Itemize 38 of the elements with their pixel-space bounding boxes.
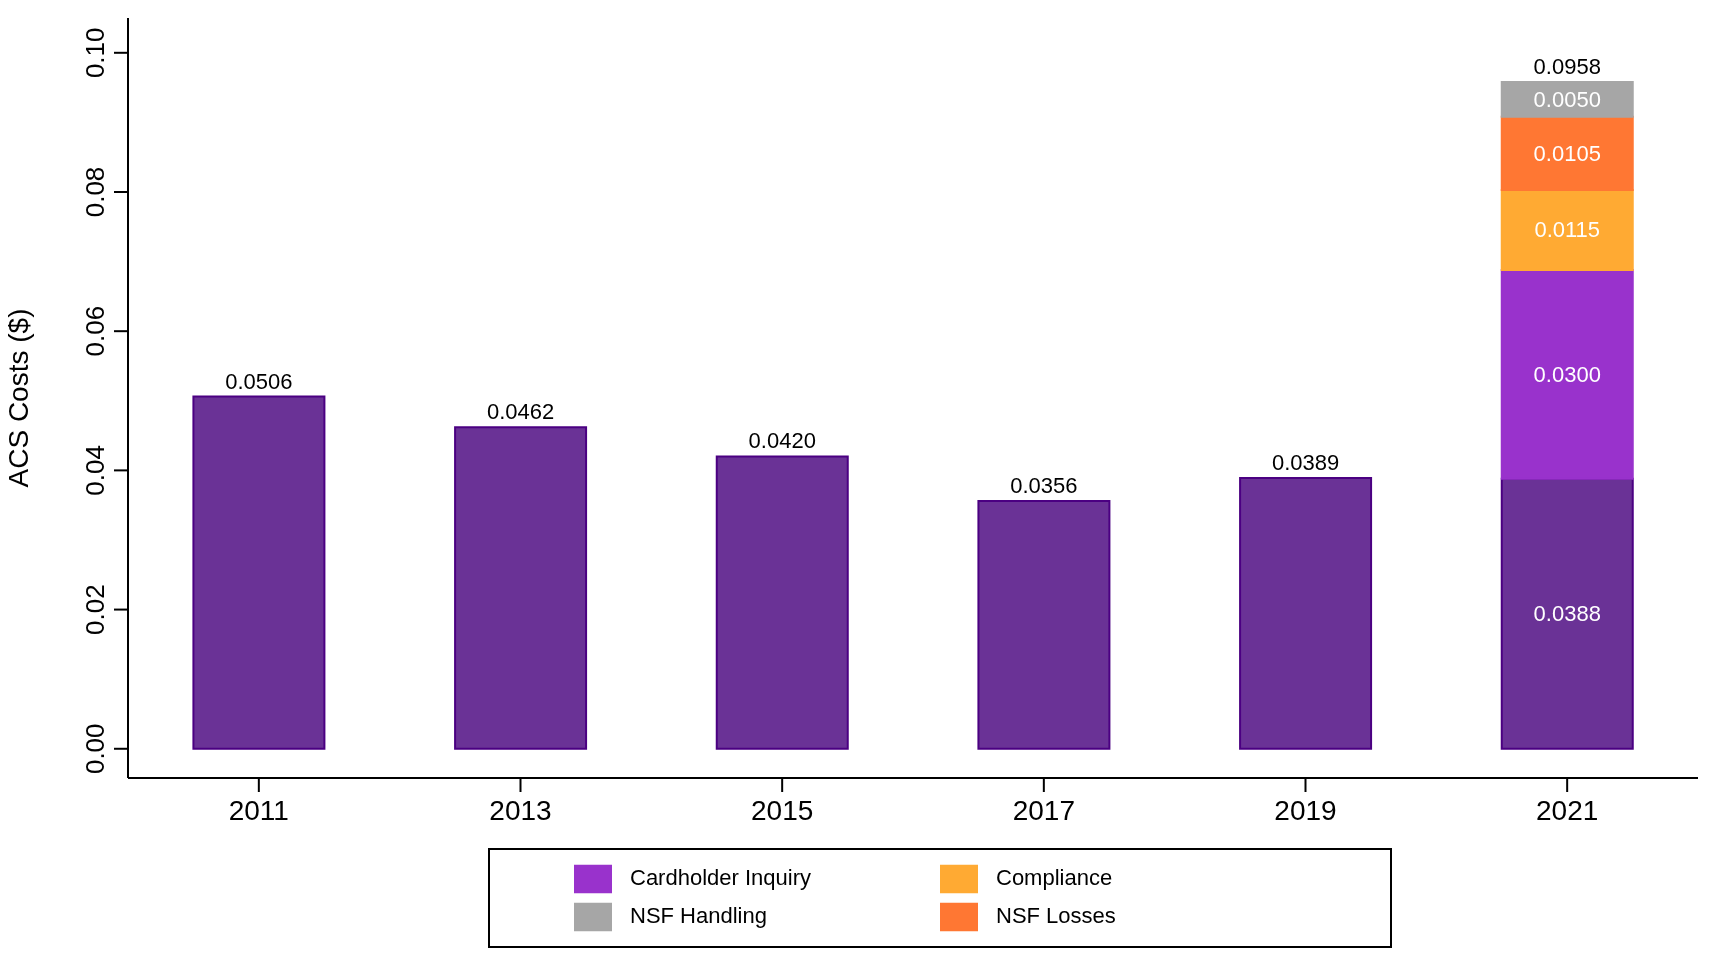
total-label: 0.0506 [225, 368, 293, 394]
legend-label: NSF Losses [996, 902, 1117, 929]
total-label: 0.0958 [1533, 54, 1601, 80]
bar [1500, 81, 1634, 118]
total-label: 0.0462 [486, 399, 555, 425]
data-label: 0.0115 [1534, 217, 1601, 243]
data-label: 0.0300 [1533, 361, 1601, 387]
legend-label: NSF Handling [630, 902, 768, 929]
bar [1500, 188, 1634, 271]
y-tick-label: 0.04 [80, 445, 110, 496]
legend-label: Cardholder Inquiry [630, 864, 812, 891]
bar [977, 500, 1111, 750]
y-tick-label: 0.06 [80, 305, 110, 357]
bar [192, 395, 326, 750]
x-tick-label: 2013 [489, 794, 552, 826]
bar [1239, 477, 1373, 750]
x-tick-label: 2015 [751, 794, 814, 826]
data-label: 0.0388 [1533, 601, 1601, 627]
y-tick-label: 0.02 [80, 584, 110, 635]
data-label: 0.0105 [1533, 140, 1601, 166]
x-tick-label: 2017 [1012, 794, 1075, 826]
y-tick-label: 0.00 [80, 723, 110, 775]
bar [1500, 477, 1634, 750]
x-tick-label: 2019 [1274, 794, 1337, 826]
total-label: 0.0356 [1010, 473, 1078, 498]
bar [1500, 268, 1634, 480]
bar [715, 455, 849, 750]
y-tick-label: 0.08 [80, 166, 110, 218]
data-label: 0.0050 [1533, 86, 1601, 112]
y-axis-title: ACS Costs ($) [2, 308, 34, 488]
bar [454, 426, 588, 750]
total-label: 0.0420 [748, 428, 816, 454]
x-tick-label: 2021 [1536, 794, 1599, 826]
legend-label: Compliance [996, 864, 1114, 891]
bar [1500, 115, 1634, 191]
x-tick-label: 2011 [228, 794, 289, 826]
y-tick-label: 0.10 [80, 27, 110, 79]
total-label: 0.0389 [1271, 450, 1340, 476]
